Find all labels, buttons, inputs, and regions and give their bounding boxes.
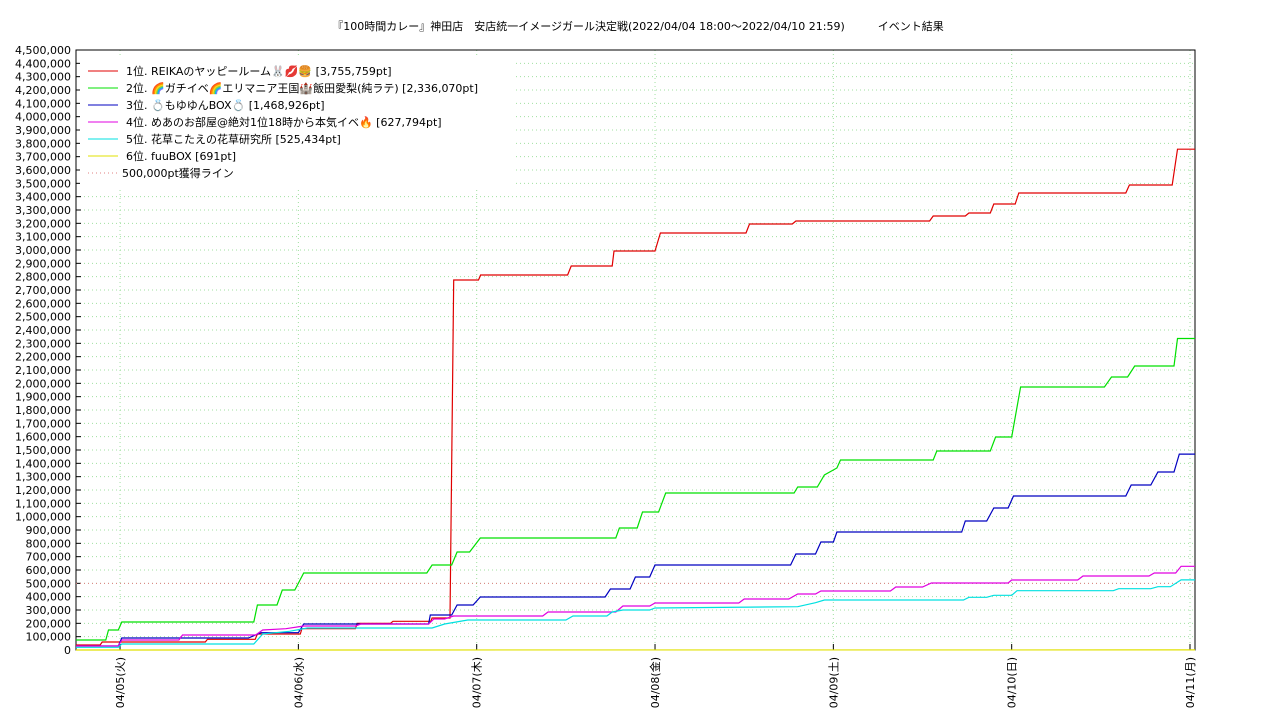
x-tick-label: 04/09(土): [827, 657, 840, 708]
y-tick-label: 3,100,000: [15, 231, 71, 244]
y-tick-label: 0: [64, 644, 71, 657]
y-tick-label: 2,800,000: [15, 271, 71, 284]
series-line: [76, 580, 1195, 647]
y-tick-label: 600,000: [26, 564, 72, 577]
y-tick-label: 3,400,000: [15, 191, 71, 204]
y-tick-label: 2,200,000: [15, 351, 71, 364]
y-tick-label: 4,000,000: [15, 111, 71, 124]
x-tick-label: 04/05(火): [114, 657, 127, 708]
y-tick-label: 3,000,000: [15, 244, 71, 257]
x-tick-label: 04/08(金): [648, 657, 662, 708]
y-tick-label: 2,300,000: [15, 337, 71, 350]
y-tick-label: 200,000: [26, 617, 72, 630]
y-tick-label: 2,900,000: [15, 257, 71, 270]
y-tick-label: 900,000: [26, 524, 72, 537]
y-tick-label: 1,100,000: [15, 497, 71, 510]
y-tick-label: 4,300,000: [15, 71, 71, 84]
series-line: [76, 339, 1195, 641]
y-tick-label: 800,000: [26, 537, 72, 550]
legend-label: 3位. 💍もゆゆんBOX💍 [1,468,926pt]: [126, 98, 325, 112]
legend-label: 5位. 花草こたえの花草研究所 [525,434pt]: [126, 132, 341, 146]
y-tick-label: 1,000,000: [15, 511, 71, 524]
series-line: [76, 149, 1195, 645]
x-tick-label: 04/10(日): [1006, 657, 1019, 708]
x-tick-label: 04/06(水): [292, 657, 305, 708]
y-tick-label: 3,300,000: [15, 204, 71, 217]
y-tick-label: 100,000: [26, 631, 72, 644]
x-tick-label: 04/11(月): [1184, 657, 1197, 708]
y-tick-label: 1,600,000: [15, 431, 71, 444]
y-tick-label: 400,000: [26, 591, 72, 604]
y-tick-label: 1,200,000: [15, 484, 71, 497]
y-tick-label: 2,700,000: [15, 284, 71, 297]
y-tick-label: 2,600,000: [15, 297, 71, 310]
y-tick-label: 3,200,000: [15, 217, 71, 230]
y-tick-label: 2,400,000: [15, 324, 71, 337]
y-tick-label: 3,800,000: [15, 137, 71, 150]
y-tick-label: 1,800,000: [15, 404, 71, 417]
y-tick-label: 1,500,000: [15, 444, 71, 457]
y-tick-label: 3,700,000: [15, 151, 71, 164]
legend-label: 2位. 🌈ガチイベ🌈エリマニア王国🏰飯田愛梨(純ラテ) [2,336,070pt…: [126, 81, 478, 95]
legend-label: 4位. めあのお部屋@絶対1位18時から本気イベ🔥 [627,794pt]: [126, 115, 442, 129]
series-line: [76, 454, 1195, 646]
y-tick-label: 3,500,000: [15, 177, 71, 190]
y-tick-label: 4,500,000: [15, 44, 71, 57]
legend-label: 1位. REIKAのヤッピールーム🐰💋🍔 [3,755,759pt]: [126, 64, 392, 78]
y-tick-label: 4,400,000: [15, 57, 71, 70]
y-tick-label: 500,000: [26, 577, 72, 590]
y-tick-label: 3,900,000: [15, 124, 71, 137]
y-tick-label: 4,100,000: [15, 97, 71, 110]
legend-label: 500,000pt獲得ライン: [122, 167, 234, 180]
y-tick-label: 1,900,000: [15, 391, 71, 404]
y-tick-label: 2,000,000: [15, 377, 71, 390]
y-tick-label: 4,200,000: [15, 84, 71, 97]
y-tick-label: 700,000: [26, 551, 72, 564]
y-tick-label: 1,300,000: [15, 471, 71, 484]
y-tick-label: 300,000: [26, 604, 72, 617]
x-tick-label: 04/07(木): [471, 657, 484, 708]
y-tick-label: 2,500,000: [15, 311, 71, 324]
y-tick-label: 1,400,000: [15, 457, 71, 470]
y-tick-label: 2,100,000: [15, 364, 71, 377]
chart-title: 『100時間カレー』神田店 安店統一イメージガール決定戦(2022/04/04 …: [332, 19, 944, 33]
legend-label: 6位. fuuBOX [691pt]: [126, 149, 236, 163]
y-tick-label: 3,600,000: [15, 164, 71, 177]
y-tick-label: 1,700,000: [15, 417, 71, 430]
